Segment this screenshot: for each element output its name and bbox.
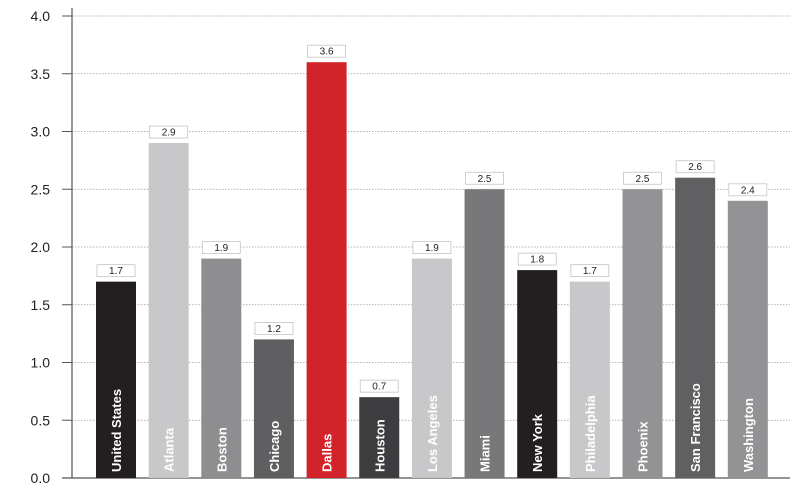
bar-group: 2.9 Atlanta: [148, 125, 189, 479]
category-label: United States: [109, 389, 124, 472]
value-label-box: [254, 321, 294, 335]
bar-group: 2.5 Miami: [464, 171, 505, 478]
value-label: 3.6: [320, 47, 334, 58]
bar-group: 1.9 Los Angeles: [411, 241, 452, 478]
value-label-box: [517, 252, 557, 266]
y-tick-label: 1.5: [31, 297, 51, 313]
bar: [96, 281, 136, 478]
value-label-box: [96, 264, 136, 278]
value-label-box: [465, 171, 504, 185]
value-label: 1.8: [530, 255, 544, 266]
value-label: 2.9: [162, 128, 176, 139]
category-label: Phoenix: [636, 421, 651, 472]
value-label: 1.7: [583, 266, 597, 277]
category-label: Chicago: [267, 421, 282, 472]
category-label: Dallas: [320, 434, 335, 472]
category-label: Los Angeles: [425, 395, 440, 472]
value-label-box: [675, 160, 715, 174]
y-tick-label: 2.5: [31, 181, 51, 197]
value-label-box: [570, 264, 610, 278]
y-axis: 0.0 0.5 1.0 1.5 2.0 2.5 3.0 3.5 4.0: [31, 8, 790, 486]
category-label: Washington: [741, 398, 756, 472]
value-label-box: [728, 183, 768, 197]
value-label-box: [307, 44, 347, 58]
bar: [411, 258, 452, 478]
y-tick-label: 1.0: [31, 355, 51, 371]
gridlines: [72, 15, 790, 421]
bar: [569, 281, 610, 478]
bar-group: 1.7 United States: [96, 264, 136, 478]
value-label-box: [149, 125, 189, 139]
y-tick-label: 2.0: [31, 239, 51, 255]
bar-group: 3.6 Dallas: [306, 44, 347, 478]
value-label: 2.6: [688, 162, 702, 173]
bar: [675, 177, 716, 478]
category-label: San Francisco: [688, 383, 703, 472]
value-label-box: [623, 171, 662, 185]
value-label: 2.4: [741, 185, 755, 196]
bar-group: 1.9 Boston: [201, 241, 242, 478]
bar: [464, 189, 505, 478]
value-label-box: [359, 379, 399, 393]
y-tick-label: 0.5: [31, 412, 51, 428]
y-tick-label: 4.0: [31, 8, 51, 24]
value-label-box: [412, 241, 452, 254]
value-label: 1.2: [267, 324, 281, 335]
bar: [148, 143, 189, 479]
bar: [359, 397, 400, 478]
value-label: 1.9: [214, 243, 228, 254]
bar-group: 2.5 Phoenix: [622, 171, 663, 478]
category-label: Boston: [214, 427, 229, 472]
bar-group: 1.2 Chicago: [253, 321, 294, 478]
bar-group: 2.4 Washington: [727, 183, 768, 479]
bar-group: 2.6 San Francisco: [675, 160, 716, 478]
value-label: 1.7: [109, 266, 123, 277]
bar-group: 1.7 Philadelphia: [569, 264, 610, 478]
value-label: 1.9: [425, 243, 439, 254]
bar: [306, 62, 347, 478]
bar: [201, 258, 242, 478]
y-tick-label: 3.5: [31, 66, 51, 82]
value-label-box: [201, 241, 241, 254]
bar: [517, 270, 558, 478]
bar: [622, 189, 663, 478]
value-label: 2.5: [636, 174, 650, 185]
category-label: Miami: [478, 435, 493, 472]
value-label: 2.5: [478, 174, 492, 185]
bar-group: 0.7 Houston: [359, 379, 400, 478]
bar-group: 1.8 New York: [517, 252, 558, 478]
y-tick-label: 3.0: [31, 124, 51, 140]
category-label: Atlanta: [162, 427, 177, 472]
category-label: Houston: [372, 419, 387, 472]
category-label: New York: [530, 413, 545, 472]
value-label: 0.7: [372, 382, 386, 393]
bar: [727, 200, 768, 479]
bars: 1.7 United States 2.9 Atlanta 1.9 Boston 1.2 Ch…: [96, 44, 768, 479]
category-label: Philadelphia: [583, 395, 598, 472]
bar: [253, 339, 294, 478]
y-tick-label: 0.0: [31, 470, 51, 486]
